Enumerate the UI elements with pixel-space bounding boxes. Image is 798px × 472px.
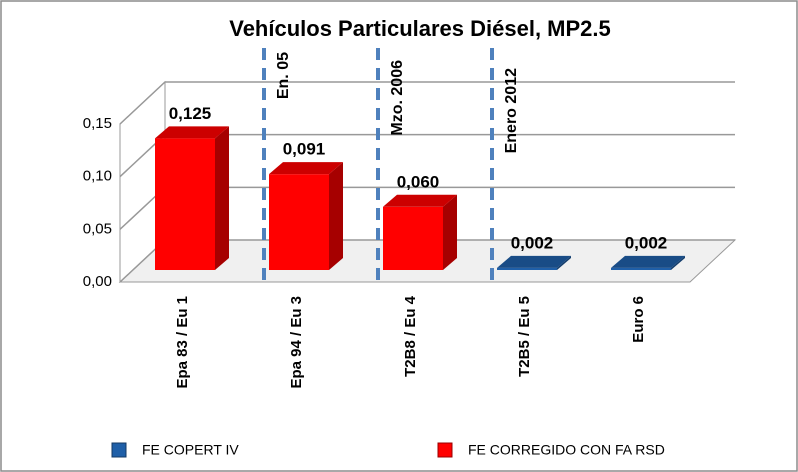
grid-line <box>119 81 735 125</box>
legend-swatch <box>111 442 127 458</box>
bar-front <box>155 138 215 270</box>
bar-front <box>269 174 329 270</box>
bar-side <box>215 126 229 270</box>
bar-side <box>443 194 457 270</box>
x-tick-label: Epa 83 / Eu 1 <box>174 296 191 389</box>
bar-side <box>557 255 571 270</box>
data-label: 0,060 <box>397 172 440 191</box>
annotation-text: En. 05 <box>275 52 292 99</box>
bar-side <box>329 162 343 270</box>
bar-front <box>383 206 443 270</box>
y-tick-label: 0,05 <box>83 220 112 237</box>
x-tick-label: Epa 94 / Eu 3 <box>288 296 305 389</box>
bar-side <box>671 255 685 270</box>
y-tick-label: 0,00 <box>83 273 112 290</box>
bar-top <box>611 255 685 268</box>
bar-top <box>497 255 571 268</box>
bar-top <box>155 126 229 139</box>
legend-label: FE COPERT IV <box>142 442 239 458</box>
data-label: 0,002 <box>511 233 554 252</box>
bar-front <box>497 267 557 270</box>
annotation-text: Enero 2012 <box>503 68 520 153</box>
y-tick-label: 0,15 <box>83 115 112 132</box>
x-tick-label: T2B5 / Eu 5 <box>516 296 533 377</box>
annotation-text: Mzo. 2006 <box>389 60 406 136</box>
x-tick-label: Euro 6 <box>630 296 647 343</box>
data-label: 0,091 <box>283 140 326 159</box>
bar-top <box>269 162 343 175</box>
bar-front <box>611 267 671 270</box>
y-tick-label: 0,10 <box>83 168 112 185</box>
data-label: 0,125 <box>169 104 212 123</box>
data-label: 0,002 <box>625 233 668 252</box>
x-tick-label: T2B8 / Eu 4 <box>402 295 419 377</box>
legend-label: FE CORREGIDO CON FA RSD <box>468 442 665 458</box>
bar-top <box>383 194 457 207</box>
legend-swatch <box>437 442 453 458</box>
chart-title: Vehículos Particulares Diésel, MP2.5 <box>229 16 611 41</box>
